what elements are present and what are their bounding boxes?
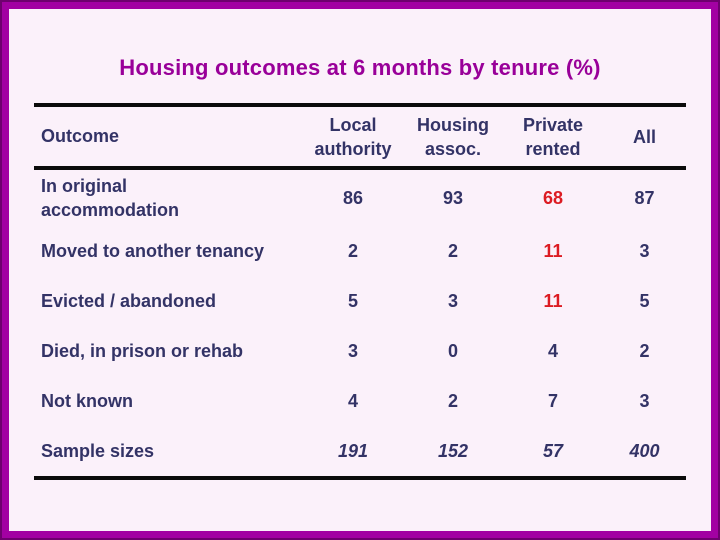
cell-value: 4 [347,390,358,411]
cell-value: 86 [342,187,364,208]
row-label-line: In original [41,176,128,196]
column-header-line: Housing [417,114,489,135]
cell-value: 87 [634,187,655,208]
table-header-rule [34,166,686,170]
column-header-line: authority [314,138,392,159]
table-bottom-rule [34,476,686,480]
cell-value: 3 [639,240,650,261]
row-label: Not known [34,389,303,413]
cell-value: 3 [639,390,650,411]
slide-title: Housing outcomes at 6 months by tenure (… [119,55,601,80]
column-header-all: All [603,125,686,149]
cell-value: 93 [442,187,464,208]
row-label-line: Sample sizes [41,441,155,461]
cell-value: 5 [639,290,650,311]
cell-value-highlighted: 68 [542,187,564,208]
cell-value-highlighted: 11 [543,240,563,261]
outcomes-table: Outcome Local authority Housing assoc. P… [34,103,686,480]
row-label: Sample sizes [34,439,303,463]
column-header-private-rented: Private rented [503,113,603,161]
table-row-sample-sizes: Sample sizes 191 152 57 400 [34,426,686,476]
row-label: Evicted / abandoned [34,289,303,313]
row-label-line: accommodation [41,200,180,220]
row-label-line: Evicted / abandoned [41,291,217,311]
cell-value: 2 [447,390,458,411]
table-top-rule [34,103,686,107]
row-label: Moved to another tenancy [34,239,303,263]
column-header-local-authority: Local authority [303,113,403,161]
cell-value: 3 [347,340,358,361]
table-row-moved-to-another-tenancy: Moved to another tenancy 2 2 11 3 [34,226,686,276]
column-header-housing-assoc: Housing assoc. [403,113,503,161]
cell-value-sample-size: 57 [542,440,564,461]
cell-value: 0 [447,340,458,361]
cell-value: 5 [347,290,358,311]
row-label-line: Moved to another tenancy [41,241,265,261]
table-row-in-original-accommodation: In original accommodation 86 93 68 87 [34,170,686,226]
cell-value: 2 [347,240,358,261]
cell-value: 2 [447,240,458,261]
column-header-outcome: Outcome [41,126,120,146]
column-header-line: rented [525,138,581,159]
cell-value-highlighted: 11 [543,290,563,311]
table-row-evicted-abandoned: Evicted / abandoned 5 3 11 5 [34,276,686,326]
row-label-line: Died, in prison or rehab [41,341,244,361]
cell-value: 7 [547,390,558,411]
column-header-line: Private [522,114,584,135]
table-row-died-prison-rehab: Died, in prison or rehab 3 0 4 2 [34,326,686,376]
cell-value-sample-size: 152 [437,440,469,461]
row-label: In original accommodation [34,174,303,222]
row-label: Died, in prison or rehab [34,339,303,363]
column-header-line: Local [329,114,377,135]
cell-value-sample-size: 191 [337,440,369,461]
row-label-line: Not known [41,391,133,411]
column-header-line: assoc. [424,138,482,159]
cell-value: 2 [639,340,650,361]
column-header-line: All [632,126,656,147]
cell-value-sample-size: 400 [629,440,660,461]
cell-value: 3 [447,290,458,311]
cell-value: 4 [547,340,558,361]
table-row-not-known: Not known 4 2 7 3 [34,376,686,426]
table-header-row: Outcome Local authority Housing assoc. P… [34,107,686,166]
